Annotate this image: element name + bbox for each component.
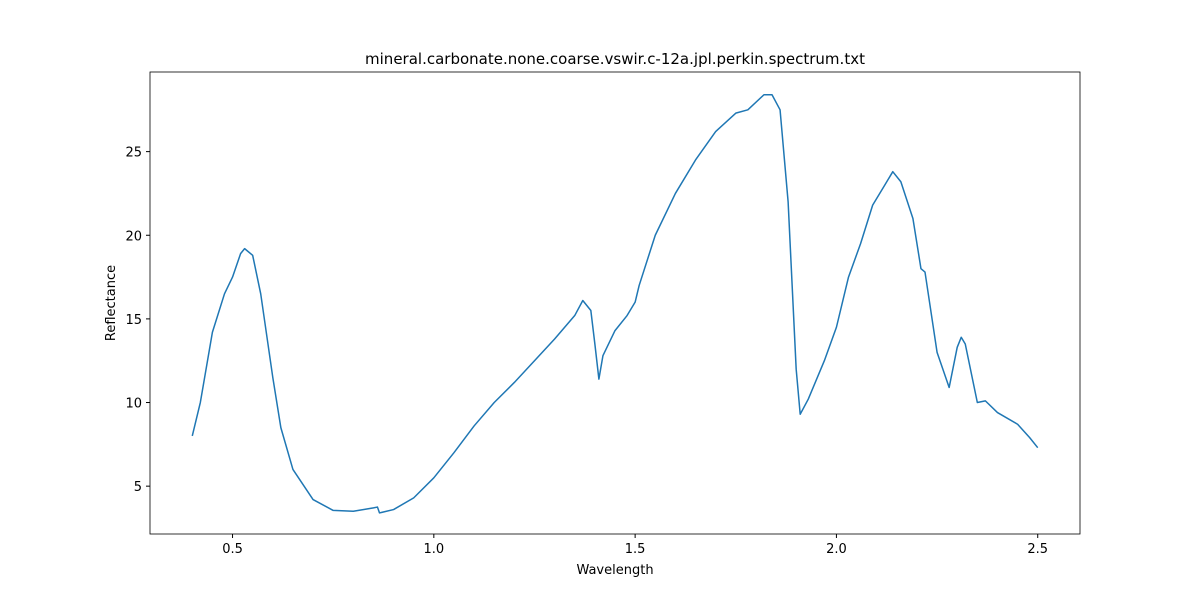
y-axis-label: Reflectance <box>104 265 119 341</box>
x-tick-label: 0.5 <box>222 542 243 557</box>
x-axis-label: Wavelength <box>576 563 653 578</box>
chart-title: mineral.carbonate.none.coarse.vswir.c-12… <box>365 50 865 68</box>
data-line <box>191 93 1039 514</box>
plot-frame <box>149 71 1081 535</box>
y-tick-label: 25 <box>125 146 142 161</box>
x-tick-label: 2.5 <box>1027 542 1048 557</box>
y-tick-label: 10 <box>125 397 142 412</box>
x-tick-label: 2.0 <box>826 542 847 557</box>
y-tick-label: 15 <box>125 313 142 328</box>
y-tick-label: 20 <box>125 229 142 244</box>
y-tick-label: 5 <box>134 480 142 495</box>
x-tick-label: 1.0 <box>423 542 444 557</box>
x-tick-label: 1.5 <box>625 542 646 557</box>
